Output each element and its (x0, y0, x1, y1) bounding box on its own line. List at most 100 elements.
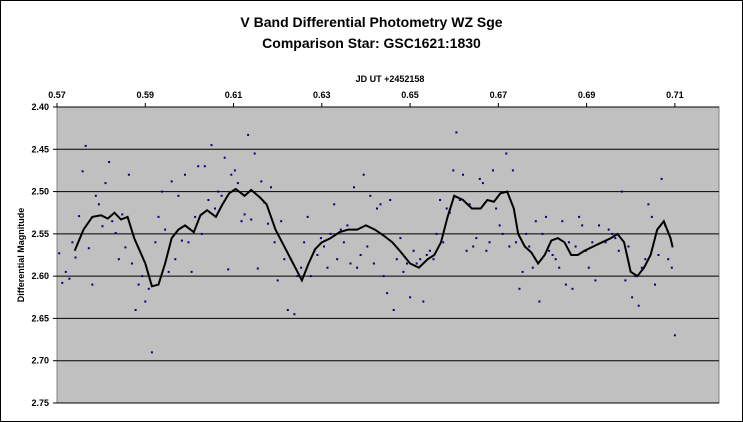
data-point (359, 254, 362, 256)
data-point (81, 170, 84, 173)
data-point (534, 220, 537, 223)
x-tick-label: 0.61 (225, 90, 243, 100)
data-point (339, 228, 342, 231)
data-point (439, 199, 442, 201)
data-point (194, 215, 197, 218)
x-tick-label: 0.63 (313, 90, 331, 100)
data-point (607, 228, 610, 231)
x-axis-label: JD UT +2452158 (356, 74, 425, 84)
data-point (214, 207, 216, 210)
data-point (528, 245, 531, 248)
data-point (230, 173, 233, 176)
data-point (389, 199, 392, 201)
y-tick-label: 2.75 (31, 398, 49, 408)
data-point (161, 190, 163, 193)
data-point (97, 203, 100, 206)
data-point (316, 254, 319, 256)
y-tick-label: 2.50 (31, 187, 49, 197)
data-point (511, 169, 514, 172)
data-point (379, 203, 382, 206)
data-point (631, 296, 634, 299)
data-point (256, 267, 259, 270)
data-point (481, 182, 484, 185)
data-point (515, 241, 517, 244)
data-point (581, 224, 584, 227)
data-point (247, 133, 250, 136)
data-point (545, 215, 547, 218)
data-point (594, 279, 597, 282)
data-point (415, 262, 418, 265)
data-point (551, 254, 554, 256)
data-point (78, 215, 81, 218)
data-point (598, 224, 600, 227)
data-point (399, 237, 402, 240)
data-point (177, 194, 180, 197)
data-point (498, 224, 501, 227)
data-point (270, 186, 272, 189)
data-point (455, 131, 458, 134)
data-point (167, 270, 170, 273)
x-tick-label: 0.57 (48, 90, 66, 100)
data-point (538, 300, 541, 303)
data-point (508, 245, 511, 248)
data-point (286, 309, 289, 311)
data-point (210, 144, 213, 147)
data-point (468, 203, 471, 206)
data-point (64, 270, 67, 273)
data-point (587, 266, 590, 269)
data-point (369, 194, 372, 197)
data-point (180, 239, 183, 242)
data-point (346, 224, 349, 227)
data-point (87, 247, 90, 250)
data-point (104, 182, 107, 185)
data-point (154, 241, 157, 244)
data-point (323, 245, 325, 248)
data-point (131, 262, 133, 265)
data-point (409, 296, 412, 299)
data-point (406, 262, 408, 265)
y-tick-label: 2.45 (31, 144, 49, 154)
data-point (362, 173, 365, 176)
data-point (117, 258, 120, 261)
data-point (200, 232, 203, 235)
x-tick-label: 0.65 (401, 90, 419, 100)
data-point (673, 334, 676, 337)
data-point (306, 215, 309, 218)
data-point (342, 241, 345, 244)
data-point (220, 194, 223, 197)
data-point (435, 232, 438, 235)
data-point (667, 258, 670, 261)
data-point (207, 199, 210, 201)
data-point (531, 266, 534, 269)
data-point (300, 266, 303, 269)
data-point (91, 283, 94, 286)
data-point (604, 241, 607, 244)
data-point (197, 165, 200, 168)
data-point (640, 266, 643, 269)
data-point (591, 241, 594, 244)
data-point (465, 249, 468, 252)
data-point (485, 249, 488, 252)
data-point (458, 199, 461, 201)
data-point (190, 270, 193, 273)
data-point (654, 283, 656, 286)
data-point (495, 207, 498, 210)
data-point (624, 279, 627, 282)
data-point (267, 222, 269, 225)
data-point (108, 161, 111, 163)
data-point (521, 270, 524, 273)
data-point (127, 173, 130, 176)
data-point (329, 232, 332, 235)
y-axis: 2.40 2.45 2.50 2.55 2.60 2.65 2.70 2.75 (31, 102, 57, 408)
data-point (541, 232, 544, 235)
data-point (395, 258, 398, 261)
data-point (68, 277, 71, 280)
data-point (571, 287, 574, 290)
data-point (561, 220, 564, 223)
x-tick-label: 0.69 (578, 90, 596, 100)
data-point (74, 256, 77, 259)
data-point (134, 309, 137, 311)
data-point (578, 215, 581, 218)
data-point (442, 241, 445, 244)
